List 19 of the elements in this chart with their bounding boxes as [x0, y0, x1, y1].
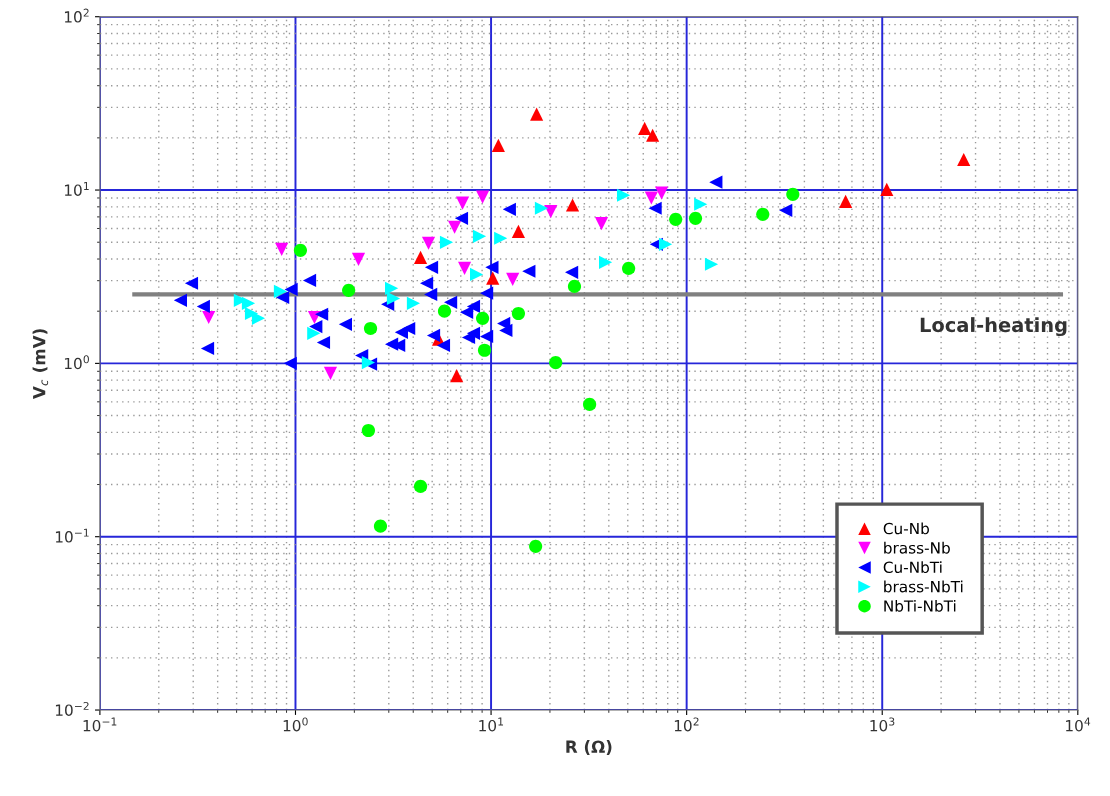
y-tick-label: 10$^{−1}$	[55, 528, 89, 543]
x-tick-label: 10$^{2}$	[674, 717, 699, 732]
x-tick-label: 10$^{1}$	[479, 717, 504, 732]
y-tick-label: 10$^{−2}$	[55, 701, 89, 716]
y-axis-title: V$_{c}$ (mV)	[32, 329, 49, 399]
x-tick-label: 10$^{3}$	[870, 717, 895, 732]
legend-label: Cu-NbTi	[883, 561, 942, 574]
y-tick-label: 10$^{1}$	[64, 182, 89, 196]
x-tick-label: 10$^{0}$	[283, 717, 308, 732]
annotation: Local-heating	[920, 317, 1067, 337]
x-tick-label: 10$^{−1}$	[83, 717, 117, 732]
legend-label: NbTi-NbTi	[884, 599, 956, 612]
legend-label: brass-Nb	[884, 541, 950, 554]
legend-label: Cu-Nb	[883, 522, 929, 535]
x-tick-label: 10$^{4}$	[1066, 717, 1091, 732]
x-axis-title: R (Ω)	[566, 740, 612, 755]
y-tick-label: 10$^{2}$	[64, 8, 89, 23]
y-tick-label: 10$^{0}$	[64, 355, 89, 370]
legend-label: brass-NbTi	[884, 580, 963, 593]
